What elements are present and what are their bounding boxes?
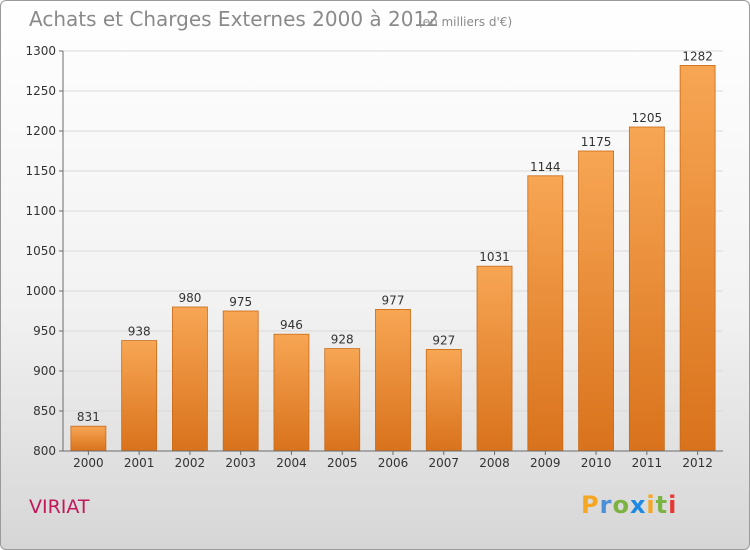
bars: 831 938 980 975 946 928 977 927 1031 1144 1175 1205… bbox=[70, 49, 716, 452]
y-tick-label: 1050 bbox=[25, 244, 56, 258]
bar-2001[interactable] bbox=[121, 340, 158, 452]
logo-letter: x bbox=[629, 491, 647, 519]
commune-name: VIRIAT bbox=[29, 496, 90, 518]
y-tick-label: 1250 bbox=[25, 84, 56, 98]
x-tick-label: 2004 bbox=[276, 456, 307, 470]
x-tick-label: 2002 bbox=[175, 456, 206, 470]
y-tick-label: 850 bbox=[33, 404, 56, 418]
x-tick-label: 2009 bbox=[530, 456, 561, 470]
y-tick-label: 1200 bbox=[25, 124, 56, 138]
x-tick-label: 2010 bbox=[581, 456, 612, 470]
data-label: 1175 bbox=[581, 135, 612, 149]
bar-2011[interactable] bbox=[628, 126, 665, 452]
x-tick-label: 2001 bbox=[124, 456, 155, 470]
y-tick-label: 1100 bbox=[25, 204, 56, 218]
bar-2003[interactable] bbox=[222, 310, 259, 452]
bar-2005[interactable] bbox=[324, 348, 361, 452]
chart-unit: (en milliers d'€) bbox=[418, 15, 513, 29]
data-label: 938 bbox=[128, 325, 151, 339]
bar-2004[interactable] bbox=[273, 333, 310, 452]
bar-2009[interactable] bbox=[527, 175, 564, 452]
x-tick-label: 2012 bbox=[682, 456, 713, 470]
bar-2007[interactable] bbox=[425, 348, 462, 452]
x-tick-label: 2000 bbox=[73, 456, 104, 470]
x-tick-label: 2006 bbox=[378, 456, 409, 470]
logo-letter: i bbox=[668, 491, 678, 519]
data-label: 831 bbox=[77, 410, 100, 424]
data-label: 1031 bbox=[479, 250, 510, 264]
x-tick-label: 2005 bbox=[327, 456, 358, 470]
x-tick-label: 2007 bbox=[428, 456, 459, 470]
bar-2002[interactable] bbox=[172, 306, 208, 452]
x-tick-label: 2011 bbox=[632, 456, 663, 470]
data-label: 1282 bbox=[682, 49, 713, 63]
logo-letter: P bbox=[581, 491, 600, 519]
y-tick-label: 1000 bbox=[25, 284, 56, 298]
y-tick-label: 800 bbox=[33, 444, 56, 458]
data-label: 928 bbox=[331, 333, 354, 347]
data-label: 1205 bbox=[632, 111, 663, 125]
data-label: 975 bbox=[229, 295, 252, 309]
axes: 800 850 900 950 1000 1050 1100 1150 1200 1250 1300… bbox=[25, 44, 723, 470]
bar-2006[interactable] bbox=[375, 308, 411, 452]
logo-letter: t bbox=[655, 491, 669, 519]
x-tick-label: 2008 bbox=[479, 456, 510, 470]
logo-letter: i bbox=[646, 491, 656, 519]
data-label: 977 bbox=[382, 293, 405, 307]
bar-2008[interactable] bbox=[476, 265, 513, 452]
logo-letter: r bbox=[599, 491, 613, 519]
data-label: 1144 bbox=[530, 160, 561, 174]
y-tick-label: 950 bbox=[33, 324, 56, 338]
bar-2010[interactable] bbox=[578, 150, 614, 452]
logo-letter: o bbox=[612, 491, 630, 519]
proxiti-logo[interactable]: Proxiti bbox=[581, 491, 677, 519]
bar-2012[interactable] bbox=[679, 65, 716, 452]
bar-2000[interactable] bbox=[70, 425, 107, 452]
data-label: 980 bbox=[178, 291, 201, 305]
chart-title: Achats et Charges Externes 2000 à 2012 bbox=[29, 7, 439, 31]
y-tick-label: 1300 bbox=[25, 44, 56, 58]
x-tick-label: 2003 bbox=[225, 456, 256, 470]
y-tick-label: 1150 bbox=[25, 164, 56, 178]
y-tick-label: 900 bbox=[33, 364, 56, 378]
data-label: 946 bbox=[280, 318, 303, 332]
data-label: 927 bbox=[432, 333, 455, 347]
